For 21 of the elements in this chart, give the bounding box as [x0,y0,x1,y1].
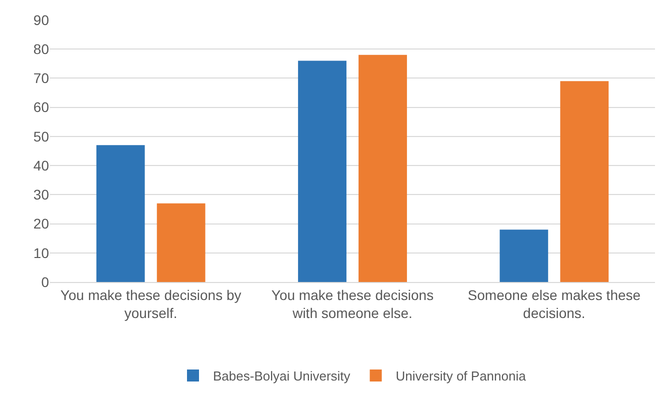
bar [156,203,206,282]
y-tick-label: 20 [33,216,50,232]
bar [298,60,346,282]
x-tick-label: Someone else makes these decisions. [468,286,641,321]
legend-label: Babes-Bolyai University [213,368,351,384]
x-tick-label: You make these decisions with someone else. [271,286,434,321]
legend-label: University of Pannonia [396,368,527,384]
bar [500,230,548,282]
y-tick-label: 60 [33,99,50,116]
y-tick-label: 70 [33,70,50,86]
bar [96,145,145,282]
y-tick-label: 50 [33,128,50,144]
bar [358,54,407,282]
x-tick-label: You make these decisions by yourself. [60,286,242,321]
y-tick-label: 40 [33,157,50,174]
y-tick-label: 90 [33,12,50,28]
y-tick-label: 30 [33,186,50,203]
y-tick-label: 80 [33,41,50,58]
bar [560,81,609,282]
y-tick-label: 10 [33,244,50,261]
y-tick-label: 0 [41,274,50,290]
